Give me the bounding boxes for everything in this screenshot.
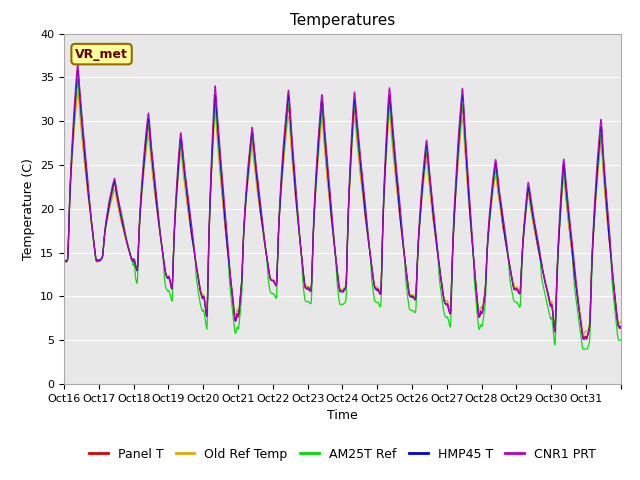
Text: VR_met: VR_met — [75, 48, 128, 60]
Title: Temperatures: Temperatures — [290, 13, 395, 28]
X-axis label: Time: Time — [327, 409, 358, 422]
Legend: Panel T, Old Ref Temp, AM25T Ref, HMP45 T, CNR1 PRT: Panel T, Old Ref Temp, AM25T Ref, HMP45 … — [84, 443, 601, 466]
Y-axis label: Temperature (C): Temperature (C) — [22, 158, 35, 260]
